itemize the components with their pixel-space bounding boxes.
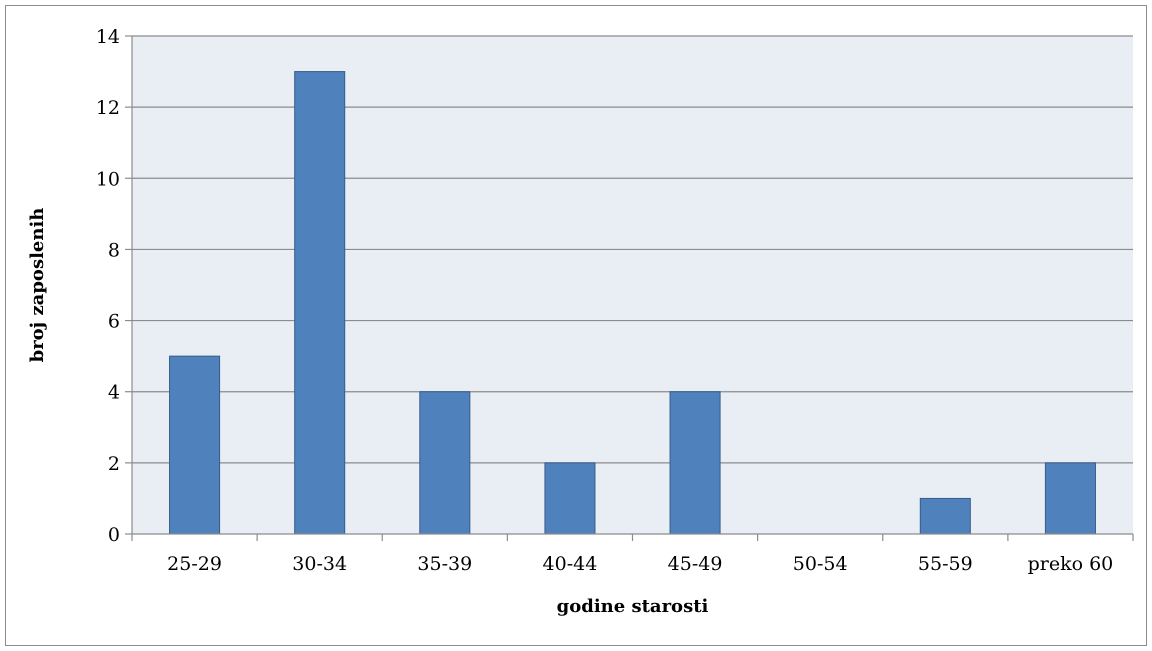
x-tick-label: 55-59 — [918, 553, 973, 575]
bar-preko-60 — [1044, 462, 1096, 535]
bar-40-44 — [544, 462, 596, 535]
x-tick-label: preko 60 — [1028, 553, 1114, 575]
bar-30-34 — [294, 71, 346, 535]
x-tick-label: 40-44 — [543, 553, 598, 575]
bar-25-29 — [169, 355, 221, 535]
bar-35-39 — [419, 391, 471, 535]
y-tick-label: 2 — [108, 453, 120, 475]
y-tick-label: 10 — [96, 168, 120, 190]
bar-55-59 — [919, 497, 971, 535]
bar-45-49 — [669, 391, 721, 535]
y-tick-label: 4 — [108, 382, 120, 404]
y-axis-title: broj zaposlenih — [27, 208, 48, 363]
y-tick-labels: 0 2 4 6 8 10 12 14 — [96, 26, 120, 546]
x-tick-label: 25-29 — [167, 553, 222, 575]
plot-area — [132, 36, 1133, 534]
y-tick-label: 0 — [108, 524, 120, 546]
y-tick-label: 14 — [96, 26, 120, 48]
x-tick-labels: 25-29 30-34 35-39 40-44 45-49 50-54 55-59 preko… — [167, 553, 1113, 575]
bars — [169, 71, 1096, 535]
x-tick-label: 35-39 — [417, 553, 472, 575]
x-axis-title: godine starosti — [557, 596, 709, 617]
y-tick-label: 6 — [108, 311, 120, 333]
x-tick-label: 45-49 — [668, 553, 723, 575]
y-tick-label: 12 — [96, 97, 120, 119]
axes — [125, 35, 1134, 541]
y-tick-label: 8 — [108, 239, 120, 261]
x-tick-label: 50-54 — [793, 553, 848, 575]
x-tick-label: 30-34 — [292, 553, 347, 575]
